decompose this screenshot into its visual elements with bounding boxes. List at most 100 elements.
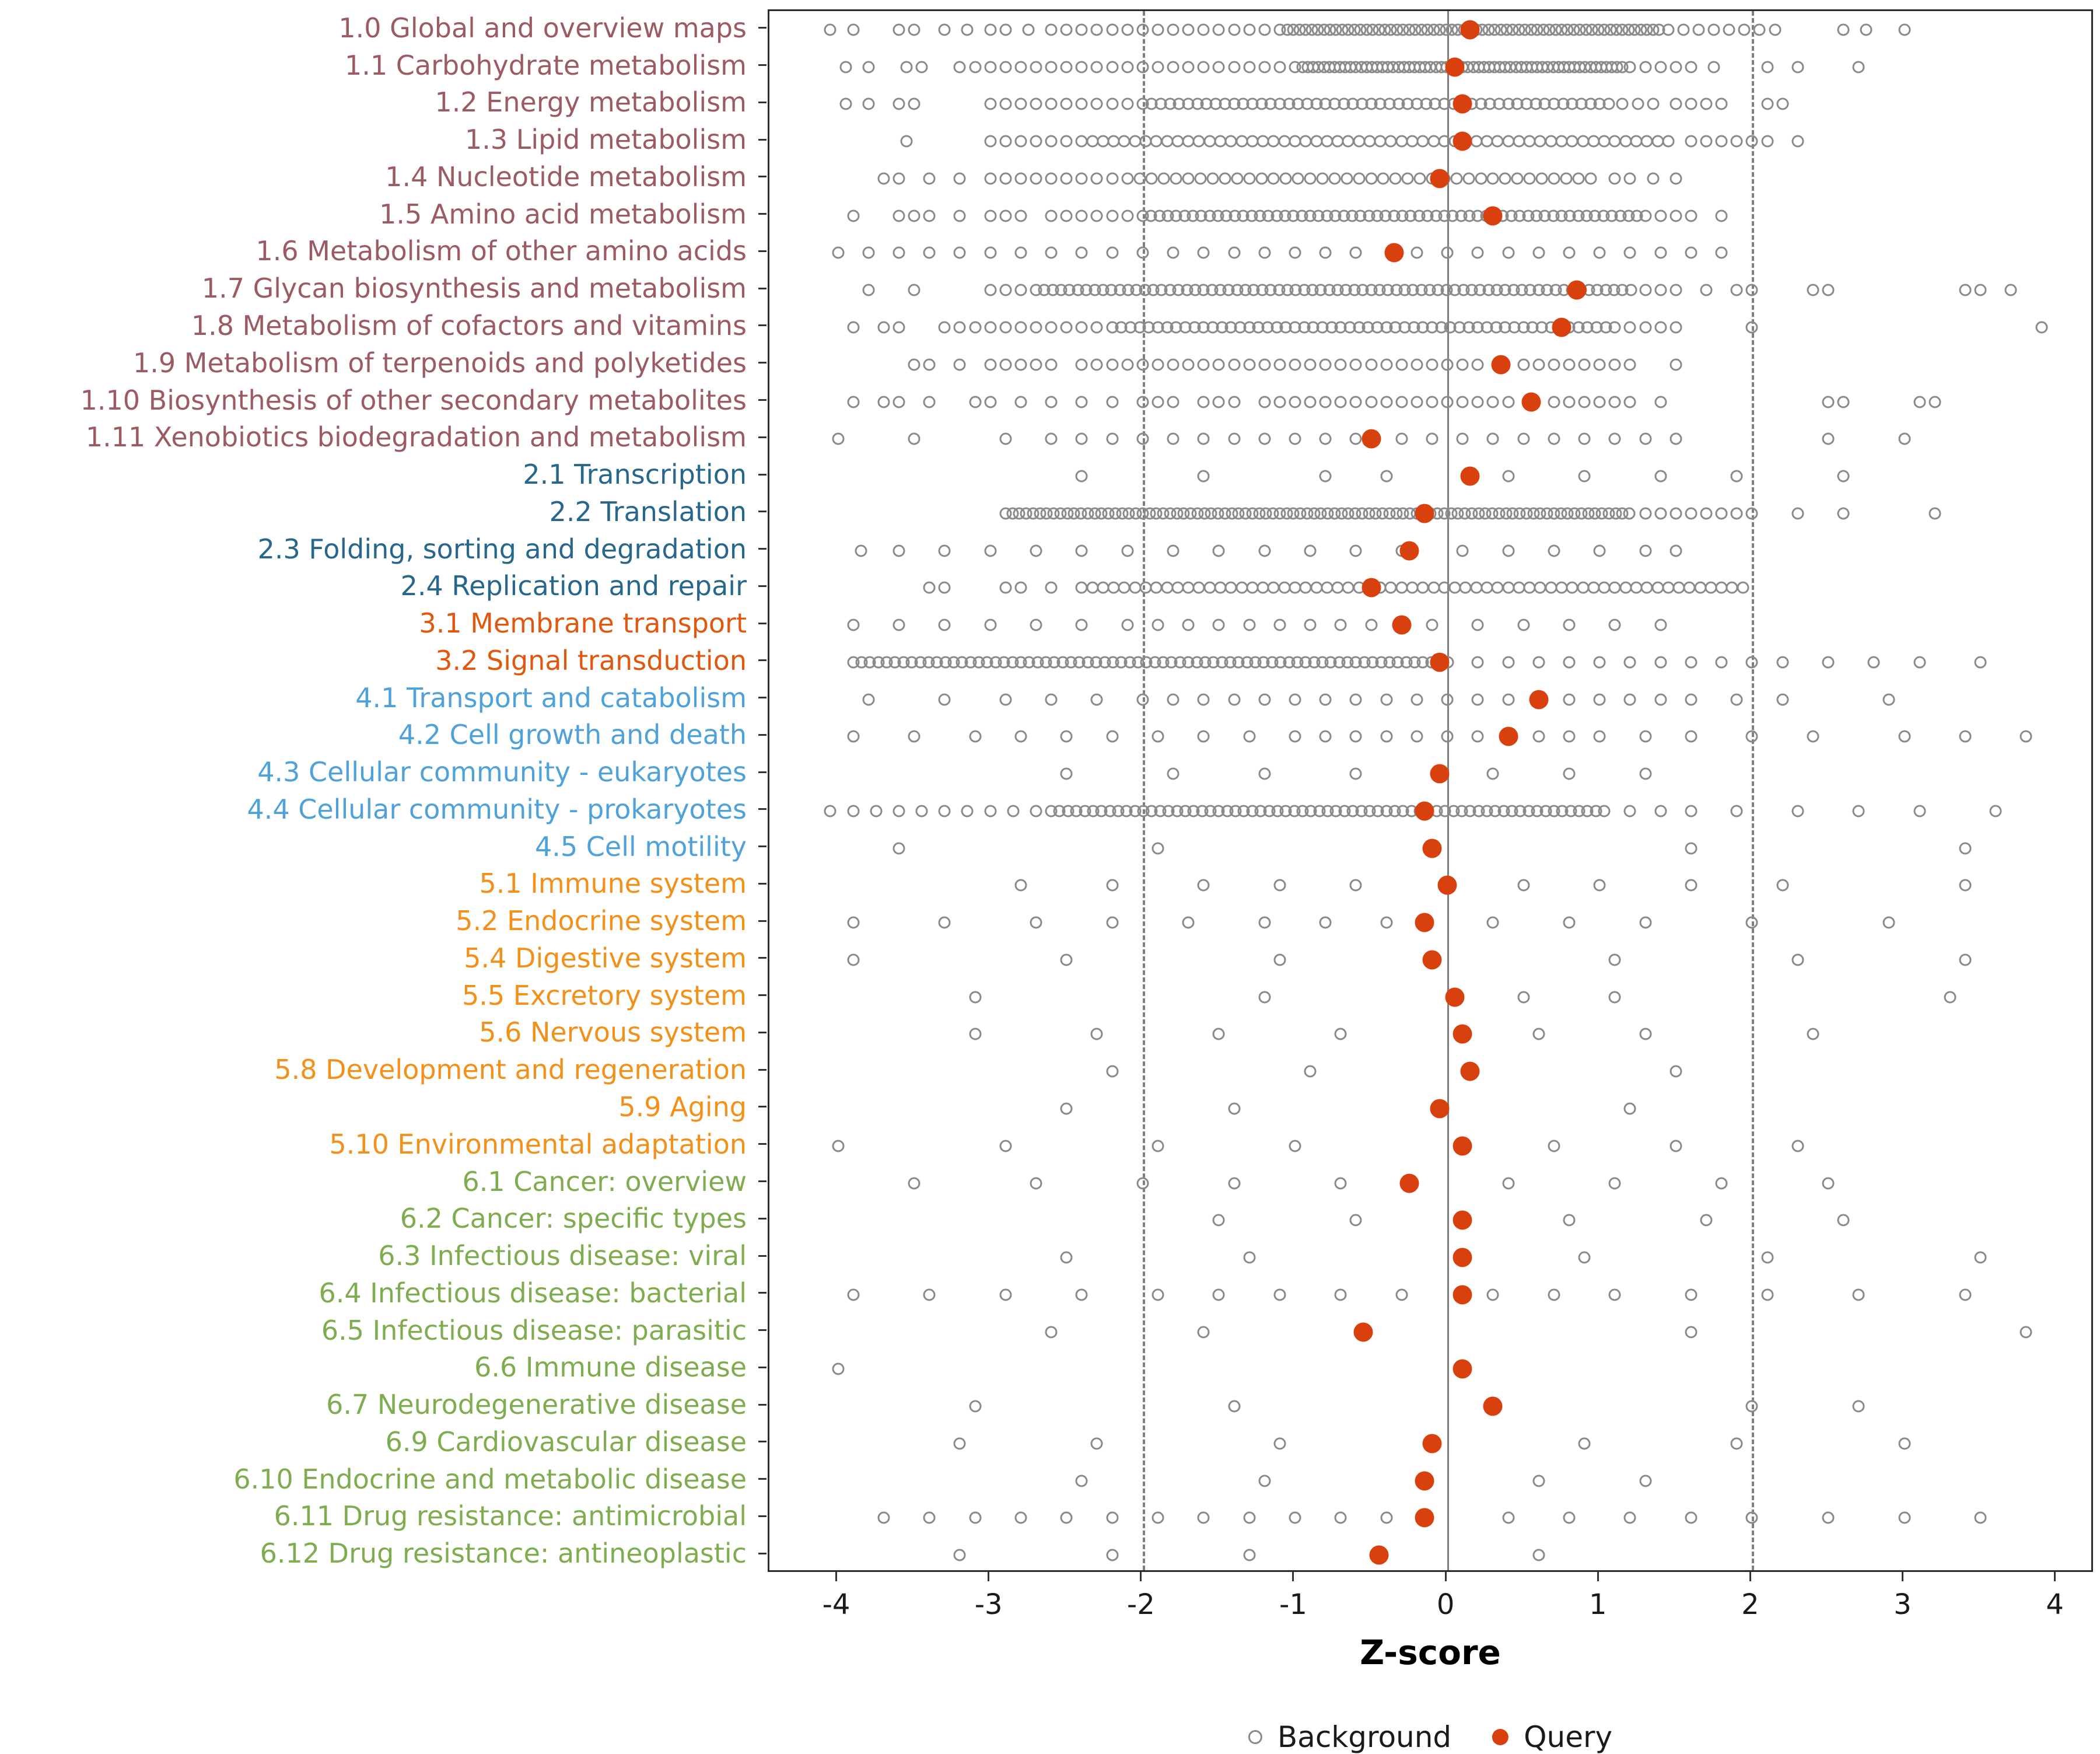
background-point	[1753, 23, 1766, 36]
background-point	[1623, 507, 1636, 520]
background-point	[1707, 61, 1720, 74]
background-point	[1670, 172, 1682, 185]
background-point	[1106, 396, 1119, 408]
background-point	[1647, 172, 1660, 185]
background-point	[1593, 396, 1606, 408]
background-point	[908, 209, 921, 222]
background-point	[938, 805, 951, 817]
background-point	[1014, 172, 1027, 185]
y-axis-tick	[758, 1292, 766, 1294]
background-point	[1593, 693, 1606, 706]
background-point	[1090, 61, 1103, 74]
background-point	[1822, 1511, 1835, 1524]
background-point	[1380, 916, 1393, 929]
background-point	[1334, 1288, 1347, 1301]
background-point	[1304, 396, 1317, 408]
background-point	[1563, 693, 1576, 706]
y-axis-tick	[758, 399, 766, 401]
query-point	[1353, 1322, 1373, 1342]
background-point	[969, 1028, 982, 1040]
background-point	[999, 581, 1012, 594]
background-point	[1670, 1140, 1682, 1152]
y-axis-tick	[758, 733, 766, 736]
background-point	[1106, 432, 1119, 445]
background-point	[1389, 172, 1402, 185]
background-point	[839, 61, 852, 74]
background-point	[1502, 544, 1515, 557]
query-point	[1491, 355, 1511, 375]
background-point	[1304, 544, 1317, 557]
background-point	[1563, 1214, 1576, 1227]
background-point	[1121, 61, 1134, 74]
query-point	[1460, 1061, 1480, 1081]
background-point	[1289, 358, 1301, 371]
background-point	[1395, 1288, 1408, 1301]
background-point	[1304, 358, 1317, 371]
background-point	[1548, 544, 1560, 557]
category-label: 5.5 Excretory system	[462, 979, 747, 1011]
category-label: 4.1 Transport and catabolism	[355, 682, 747, 714]
background-point	[1654, 321, 1667, 334]
background-point	[953, 321, 966, 334]
background-point	[1685, 135, 1698, 148]
background-point	[1593, 879, 1606, 892]
background-point	[1745, 916, 1758, 929]
background-point	[1380, 470, 1393, 483]
y-axis-tick	[758, 1255, 766, 1257]
background-point	[1502, 396, 1515, 408]
category-label: 1.11 Xenobiotics biodegradation and meta…	[85, 421, 747, 453]
category-label: 6.5 Infectious disease: parasitic	[321, 1314, 747, 1346]
query-point	[1422, 1434, 1442, 1453]
background-point	[1745, 321, 1758, 334]
background-point	[1974, 284, 1987, 296]
y-axis-tick	[758, 213, 766, 215]
background-point	[953, 246, 966, 259]
query-point	[1445, 987, 1465, 1007]
query-point	[1415, 504, 1434, 523]
y-axis-tick	[758, 622, 766, 624]
query-point	[1452, 94, 1472, 114]
background-point	[1639, 1475, 1652, 1487]
background-point	[1639, 730, 1652, 743]
background-point	[1014, 730, 1027, 743]
background-point	[1608, 991, 1621, 1004]
category-label: 4.2 Cell growth and death	[398, 719, 747, 751]
y-axis-tick	[758, 1143, 766, 1145]
background-point	[908, 284, 921, 296]
query-point	[1362, 429, 1381, 449]
background-point	[984, 619, 997, 631]
background-point	[877, 1511, 890, 1524]
background-point	[1106, 358, 1119, 371]
background-point	[1837, 1214, 1850, 1227]
query-point	[1399, 1173, 1419, 1193]
background-point	[1075, 97, 1088, 110]
query-point	[1422, 950, 1442, 970]
category-label: 6.12 Drug resistance: antineoplastic	[260, 1538, 747, 1570]
background-point	[1060, 209, 1073, 222]
background-point	[1075, 23, 1088, 36]
background-point	[1837, 23, 1850, 36]
background-point	[1944, 991, 1957, 1004]
background-point	[999, 23, 1012, 36]
background-point	[847, 209, 860, 222]
y-axis-tick	[758, 362, 766, 364]
x-axis-tick	[2054, 1572, 2056, 1581]
background-point	[1090, 693, 1103, 706]
background-point	[1974, 1511, 1987, 1524]
background-point	[1075, 432, 1088, 445]
background-point	[1989, 805, 2002, 817]
background-point	[1737, 581, 1749, 594]
background-point	[908, 97, 921, 110]
y-axis-tick	[758, 176, 766, 178]
background-point	[892, 396, 905, 408]
background-point	[1715, 209, 1728, 222]
background-point	[1471, 693, 1484, 706]
background-point	[1426, 619, 1438, 631]
y-axis-tick	[758, 1329, 766, 1332]
background-point	[1121, 209, 1134, 222]
background-point	[1255, 172, 1268, 185]
background-point	[862, 693, 875, 706]
background-point	[1578, 432, 1591, 445]
background-point	[1761, 61, 1774, 74]
background-point	[1623, 396, 1636, 408]
